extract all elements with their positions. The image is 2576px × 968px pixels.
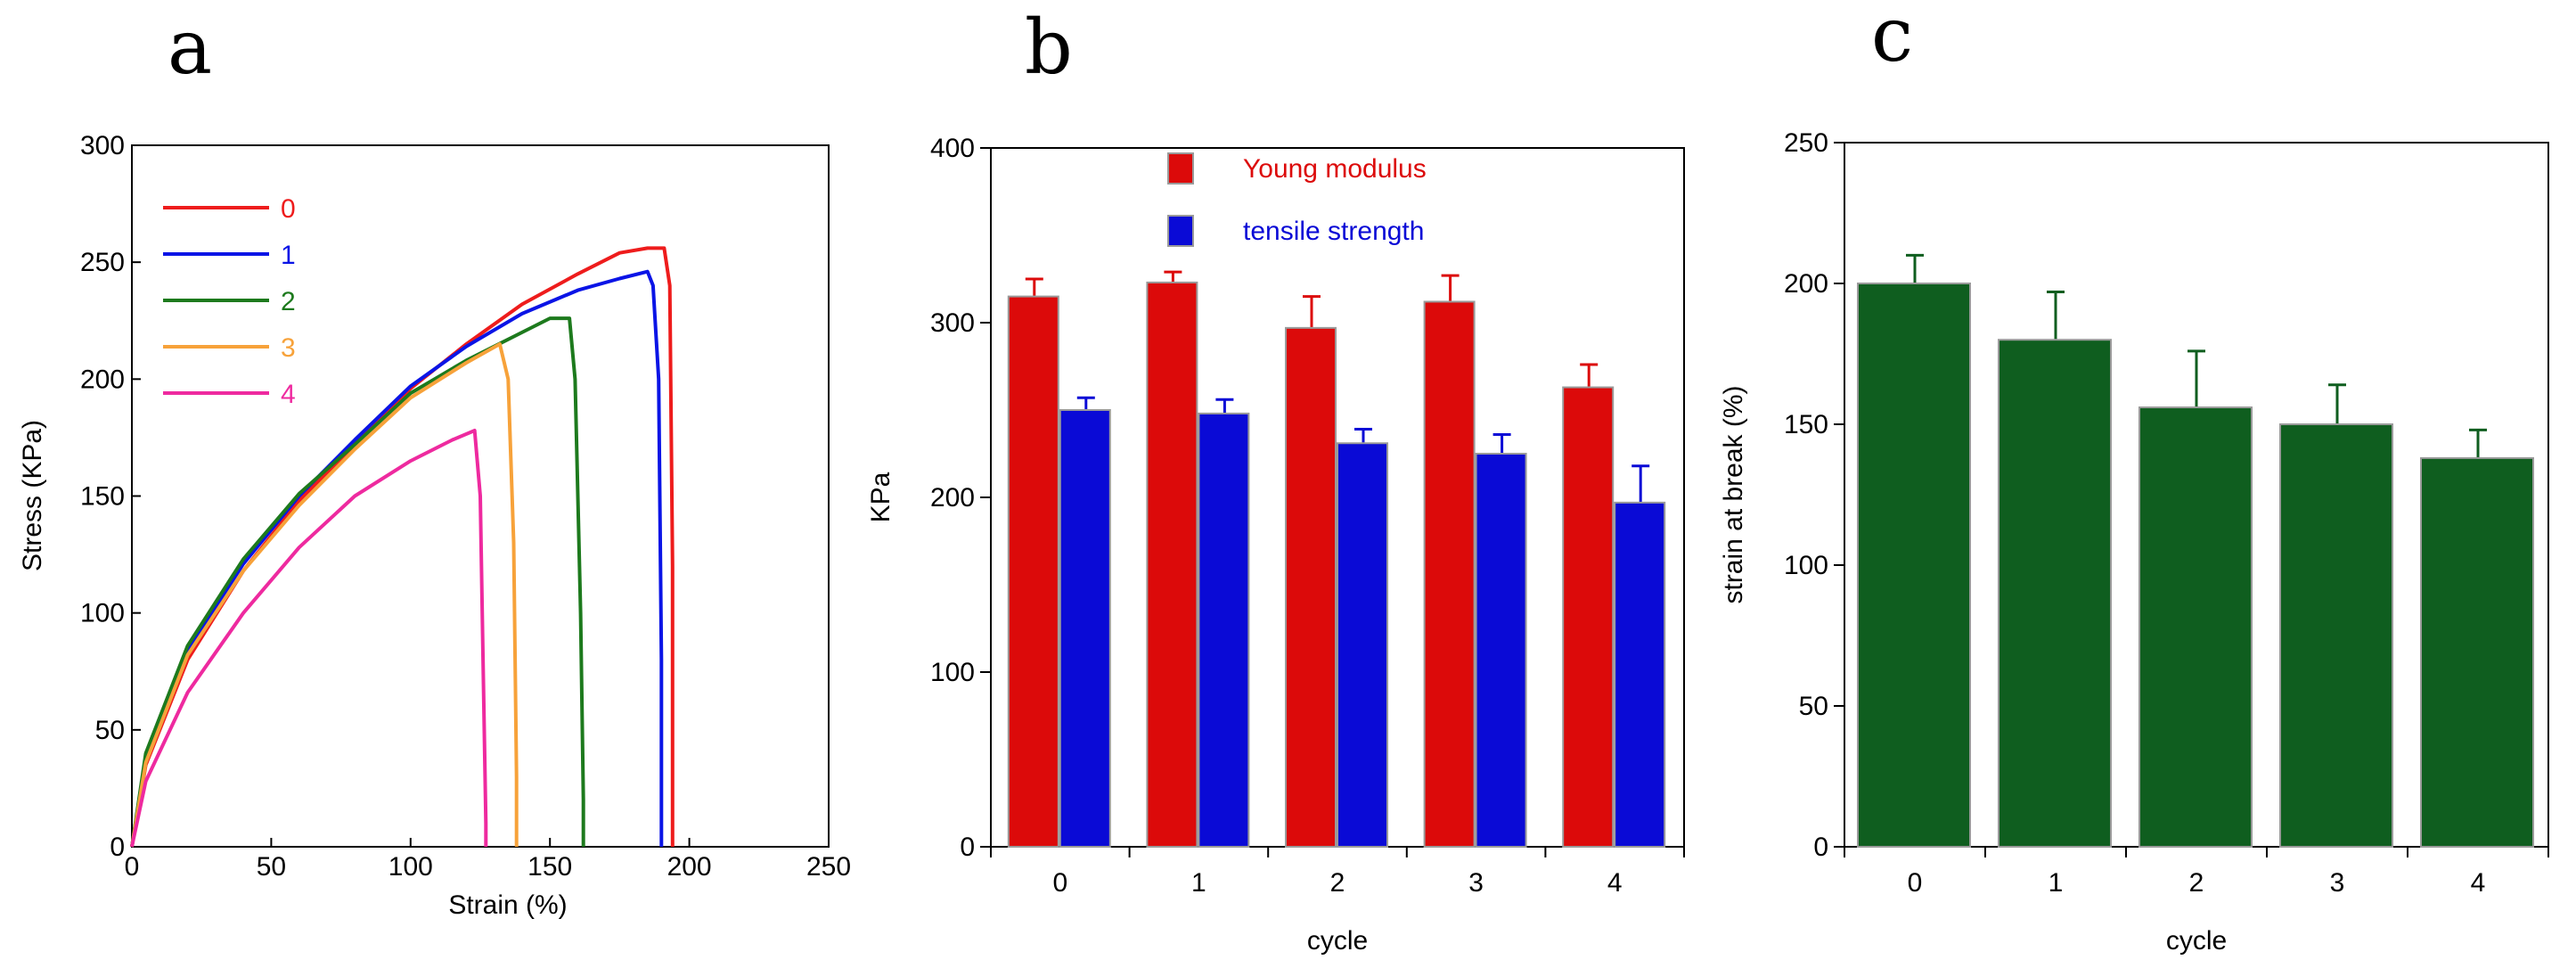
y-tick-label: 150 (1784, 410, 1828, 439)
series-line-4 (130, 429, 488, 848)
y-tick-label: 50 (1799, 692, 1828, 721)
y-tick-label: 100 (1784, 551, 1828, 580)
y-tick-label: 0 (960, 833, 975, 862)
bar-strain-at-break (2420, 456, 2534, 848)
y-tick-label: 200 (1784, 269, 1828, 299)
y-tick-label: 250 (1784, 128, 1828, 158)
y-axis-title: KPa (866, 472, 895, 522)
x-tick-label: 0 (1052, 868, 1067, 898)
bar-tensile-strength (1337, 442, 1388, 848)
kpa-bar-chart: 0 100 200 300 400 0 1 2 3 4 cycle KPa Young modulus t… (866, 134, 1685, 956)
y-tick-label: 300 (930, 308, 975, 338)
x-axis-title: Strain (%) (448, 890, 567, 920)
x-tick-label: 250 (806, 852, 851, 882)
x-tick-label: 150 (527, 852, 572, 882)
bar-tensile-strength (1614, 501, 1666, 848)
legend-label-4: 4 (281, 380, 296, 409)
legend-label: tensile strength (1243, 217, 1424, 246)
legend-swatch (1167, 152, 1194, 185)
x-tick-label: 3 (2330, 868, 2345, 898)
bar-strain-at-break (2138, 406, 2253, 848)
y-tick-label: 0 (110, 833, 125, 862)
x-tick-label: 1 (2049, 868, 2064, 898)
y-axis-title: strain at break (%) (1719, 385, 1748, 603)
y-tick-label: 150 (80, 482, 125, 512)
x-axis-title: cycle (1307, 926, 1368, 956)
x-tick-label: 2 (2189, 868, 2204, 898)
legend-label-0: 0 (281, 194, 296, 224)
x-tick-label: 1 (1191, 868, 1206, 898)
y-tick-label: 100 (930, 658, 975, 687)
x-tick-label: 100 (388, 852, 433, 882)
legend-label: Young modulus (1243, 154, 1427, 184)
bar-young-modulus (1007, 295, 1059, 849)
series-line-1 (130, 269, 664, 848)
x-tick-label: 4 (1607, 868, 1623, 898)
bar-young-modulus (1423, 300, 1476, 849)
y-tick-label: 200 (80, 365, 125, 394)
y-tick-label: 100 (80, 599, 125, 628)
stress-strain-chart: 0 50 100 150 200 250 0 50 100 150 200 250 300 Strain … (18, 131, 851, 920)
panel-letter-a: a (168, 4, 212, 91)
series-line-3 (130, 342, 519, 848)
legend-swatch (1167, 215, 1194, 247)
x-tick-label: 200 (667, 852, 712, 882)
y-axis-title: Stress (KPa) (18, 420, 47, 571)
y-tick-label: 50 (95, 716, 125, 745)
series-line-0 (130, 246, 675, 848)
y-tick-label: 300 (80, 131, 125, 160)
y-tick-label: 250 (80, 248, 125, 277)
x-axis-title: cycle (2166, 926, 2227, 956)
strain-at-break-bar-chart: 0 50 100 150 200 250 0 1 2 3 4 cycle strain at break… (1719, 128, 2549, 956)
legend-label-2: 2 (281, 287, 296, 316)
bar-young-modulus (1562, 386, 1615, 848)
panel-letter-b: b (1025, 4, 1073, 91)
bar-tensile-strength (1475, 453, 1527, 848)
bar-young-modulus (1146, 281, 1198, 849)
legend-label-1: 1 (281, 241, 296, 270)
bar-strain-at-break (1998, 339, 2112, 848)
legend-label-3: 3 (281, 333, 296, 363)
bar-tensile-strength (1059, 409, 1111, 848)
bar-young-modulus (1285, 326, 1337, 848)
y-tick-label: 200 (930, 483, 975, 513)
panel-letter-c: c (1871, 0, 1913, 78)
x-tick-label: 4 (2471, 868, 2486, 898)
series-line-2 (130, 316, 585, 848)
x-tick-label: 50 (257, 852, 286, 882)
x-tick-label: 0 (125, 852, 140, 882)
y-tick-label: 400 (930, 134, 975, 163)
x-tick-label: 0 (1908, 868, 1923, 898)
x-tick-label: 3 (1468, 868, 1484, 898)
bar-strain-at-break (1857, 283, 1971, 848)
bar-strain-at-break (2279, 423, 2393, 848)
x-tick-label: 2 (1330, 868, 1345, 898)
y-tick-label: 0 (1813, 833, 1828, 862)
bar-tensile-strength (1198, 412, 1250, 848)
